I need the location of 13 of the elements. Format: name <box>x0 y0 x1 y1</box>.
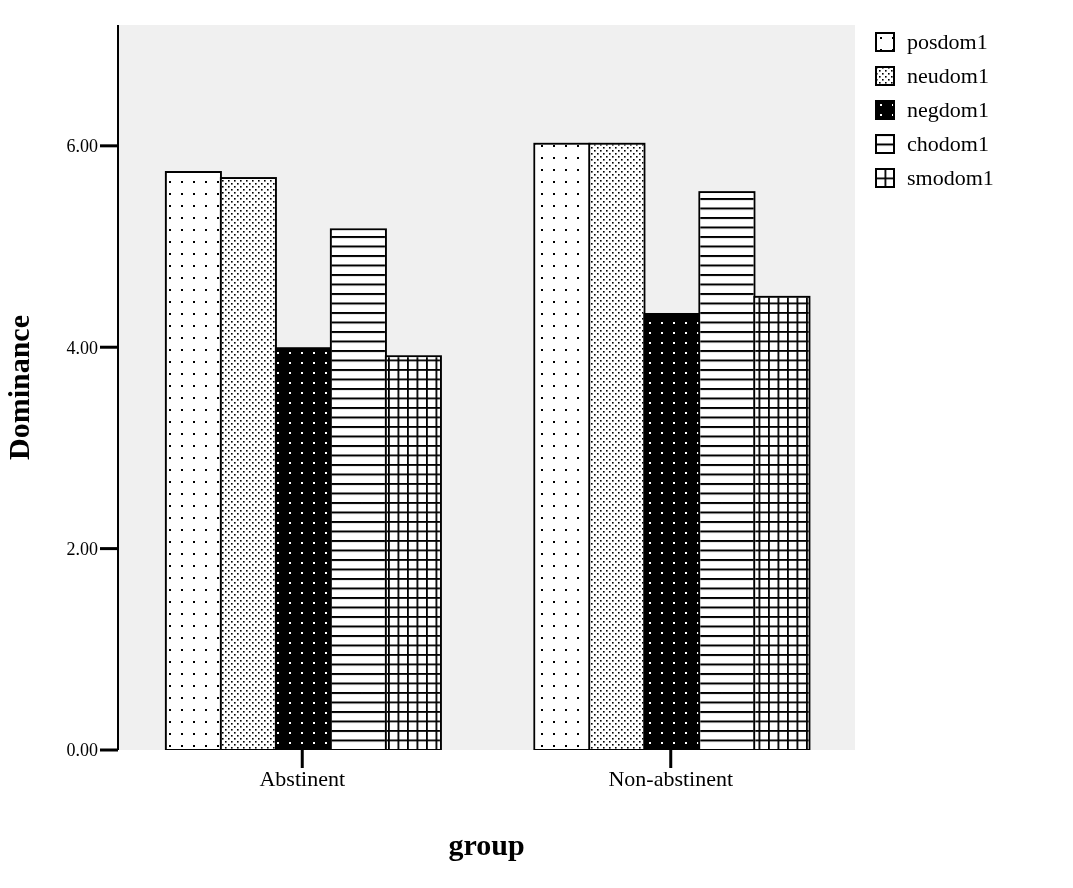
x-tick-label: Non-abstinent <box>608 765 734 791</box>
x-tick-label: Abstinent <box>259 765 346 791</box>
x-axis-title: group <box>448 828 525 861</box>
legend-label: smodom1 <box>907 165 994 191</box>
legend-label: negdom1 <box>907 97 989 123</box>
y-axis-title: Dominance <box>1 315 35 460</box>
y-tick-label: 2.00 <box>66 539 98 559</box>
legend-label: chodom1 <box>907 131 989 157</box>
y-tick-label: 4.00 <box>66 337 98 358</box>
legend-label: posdom1 <box>907 29 988 55</box>
y-tick-label: 6.00 <box>66 136 98 157</box>
legend-label: neudom1 <box>907 63 989 89</box>
y-tick-label: 0.00 <box>66 740 98 761</box>
